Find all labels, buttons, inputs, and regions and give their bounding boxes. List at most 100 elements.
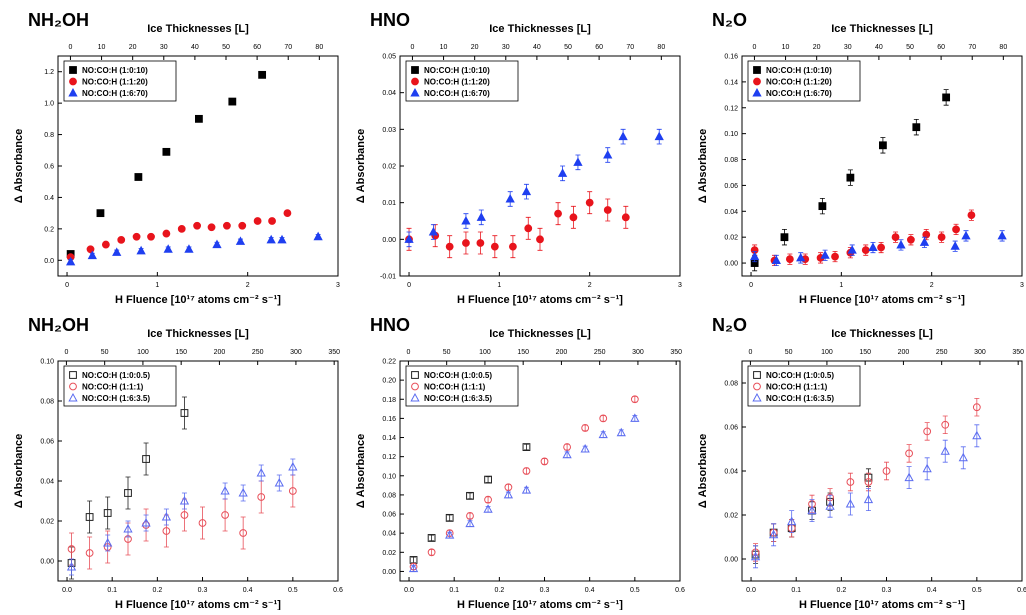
error-bar xyxy=(105,496,111,530)
x2-tick-label: 50 xyxy=(906,44,914,51)
x2-tick-label: 60 xyxy=(253,44,261,51)
legend-label: NO:CO:H (1:1:1) xyxy=(766,383,828,392)
x-tick-label: 1 xyxy=(839,282,843,289)
legend: NO:CO:H (1:0:0.5) NO:CO:H (1:1:1) NO:CO:H … xyxy=(747,365,861,407)
panel-title: NH₂OH xyxy=(28,315,89,335)
error-bar xyxy=(523,467,529,475)
legend-label: NO:CO:H (1:6:70) xyxy=(82,89,148,98)
x-tick-label: 0 xyxy=(65,282,69,289)
data-point xyxy=(846,173,855,182)
legend-box xyxy=(63,365,177,407)
y-tick-label: 0.02 xyxy=(40,519,54,526)
top-axis-title: Ice Thicknesses [L] xyxy=(831,328,933,340)
error-bar xyxy=(143,442,149,476)
data-point xyxy=(198,519,207,527)
x2-tick-label: 30 xyxy=(502,44,510,51)
error-bar xyxy=(290,458,296,476)
x-tick-label: 0.3 xyxy=(198,587,208,594)
series-2 xyxy=(751,398,981,562)
error-bar xyxy=(924,422,930,441)
series-2 xyxy=(66,209,292,262)
x2-tick-label: 80 xyxy=(657,44,665,51)
x2-tick-label: 0 xyxy=(406,349,410,356)
data-point xyxy=(923,427,932,436)
data-point xyxy=(223,221,231,230)
x-tick-label: 3 xyxy=(336,282,340,289)
y-tick-label: 0.14 xyxy=(724,79,738,86)
data-point xyxy=(180,409,189,417)
data-point xyxy=(408,563,419,573)
error-bar xyxy=(827,494,833,518)
x2-tick-label: 70 xyxy=(626,44,634,51)
y-tick-label: 0.08 xyxy=(724,381,738,388)
data-point xyxy=(445,513,454,522)
data-point xyxy=(427,534,436,542)
error-bar xyxy=(240,516,246,550)
y-axis-title: Δ Absorbance xyxy=(355,434,367,509)
error-bar xyxy=(105,534,111,552)
data-point xyxy=(404,234,414,243)
x-tick-label: 0.2 xyxy=(836,587,846,594)
legend-marker xyxy=(752,392,762,402)
data-point xyxy=(972,430,982,440)
data-point xyxy=(462,239,470,247)
data-point xyxy=(220,485,230,495)
legend-marker xyxy=(411,77,419,86)
data-point xyxy=(581,424,590,432)
error-bar xyxy=(865,488,871,511)
data-point xyxy=(239,529,248,537)
data-point xyxy=(283,209,292,218)
x2-tick-label: 50 xyxy=(564,44,572,51)
legend-marker xyxy=(69,77,77,86)
error-bar xyxy=(942,415,948,434)
legend-marker xyxy=(69,66,77,74)
y-tick-label: 0.06 xyxy=(724,183,738,190)
series-2 xyxy=(409,395,639,571)
data-point xyxy=(562,449,572,459)
data-point xyxy=(228,97,237,106)
error-bar xyxy=(485,496,491,503)
data-point xyxy=(940,446,950,455)
y-tick-label: 0.2 xyxy=(44,226,54,233)
data-point xyxy=(863,494,874,504)
x-tick-label: 0.0 xyxy=(404,587,414,594)
x2-tick-label: 50 xyxy=(443,349,451,356)
data-point xyxy=(124,489,132,497)
x2-tick-label: 350 xyxy=(670,349,682,356)
data-point xyxy=(907,235,915,244)
legend-box xyxy=(747,60,861,102)
y-tick-label: 0.08 xyxy=(724,157,738,164)
data-point xyxy=(616,427,626,437)
data-point xyxy=(942,93,951,102)
x-tick-label: 0.5 xyxy=(972,587,982,594)
data-point xyxy=(818,202,827,211)
bottom-axis-title: H Fluence [10¹⁷ atoms cm⁻² s⁻¹] xyxy=(799,599,965,610)
data-point xyxy=(162,229,171,238)
x2-tick-label: 300 xyxy=(632,349,644,356)
y-tick-label: 0.00 xyxy=(724,261,738,268)
data-point xyxy=(972,403,981,412)
data-point xyxy=(997,230,1007,240)
data-point xyxy=(466,491,474,500)
y-tick-label: 0.04 xyxy=(40,479,54,486)
data-point xyxy=(132,232,141,241)
data-point xyxy=(599,414,608,423)
data-point xyxy=(540,457,549,466)
error-bar xyxy=(143,514,149,532)
data-point xyxy=(785,255,794,264)
data-point xyxy=(268,217,276,225)
data-point xyxy=(820,250,830,259)
legend-label: NO:CO:H (1:6:3.5) xyxy=(82,394,150,403)
legend-label: NO:CO:H (1:6:3.5) xyxy=(766,394,834,403)
y-tick-label: 0.20 xyxy=(382,378,396,385)
error-bar xyxy=(467,512,473,520)
y-tick-label: 0.06 xyxy=(724,425,738,432)
x-tick-label: 0.3 xyxy=(540,587,550,594)
data-point xyxy=(598,429,608,439)
data-point xyxy=(67,545,76,553)
y-tick-label: 0.16 xyxy=(382,416,396,423)
error-bar xyxy=(258,480,264,514)
legend-marker xyxy=(753,382,761,391)
y-tick-label: 0.12 xyxy=(382,454,396,461)
data-point xyxy=(112,247,122,256)
